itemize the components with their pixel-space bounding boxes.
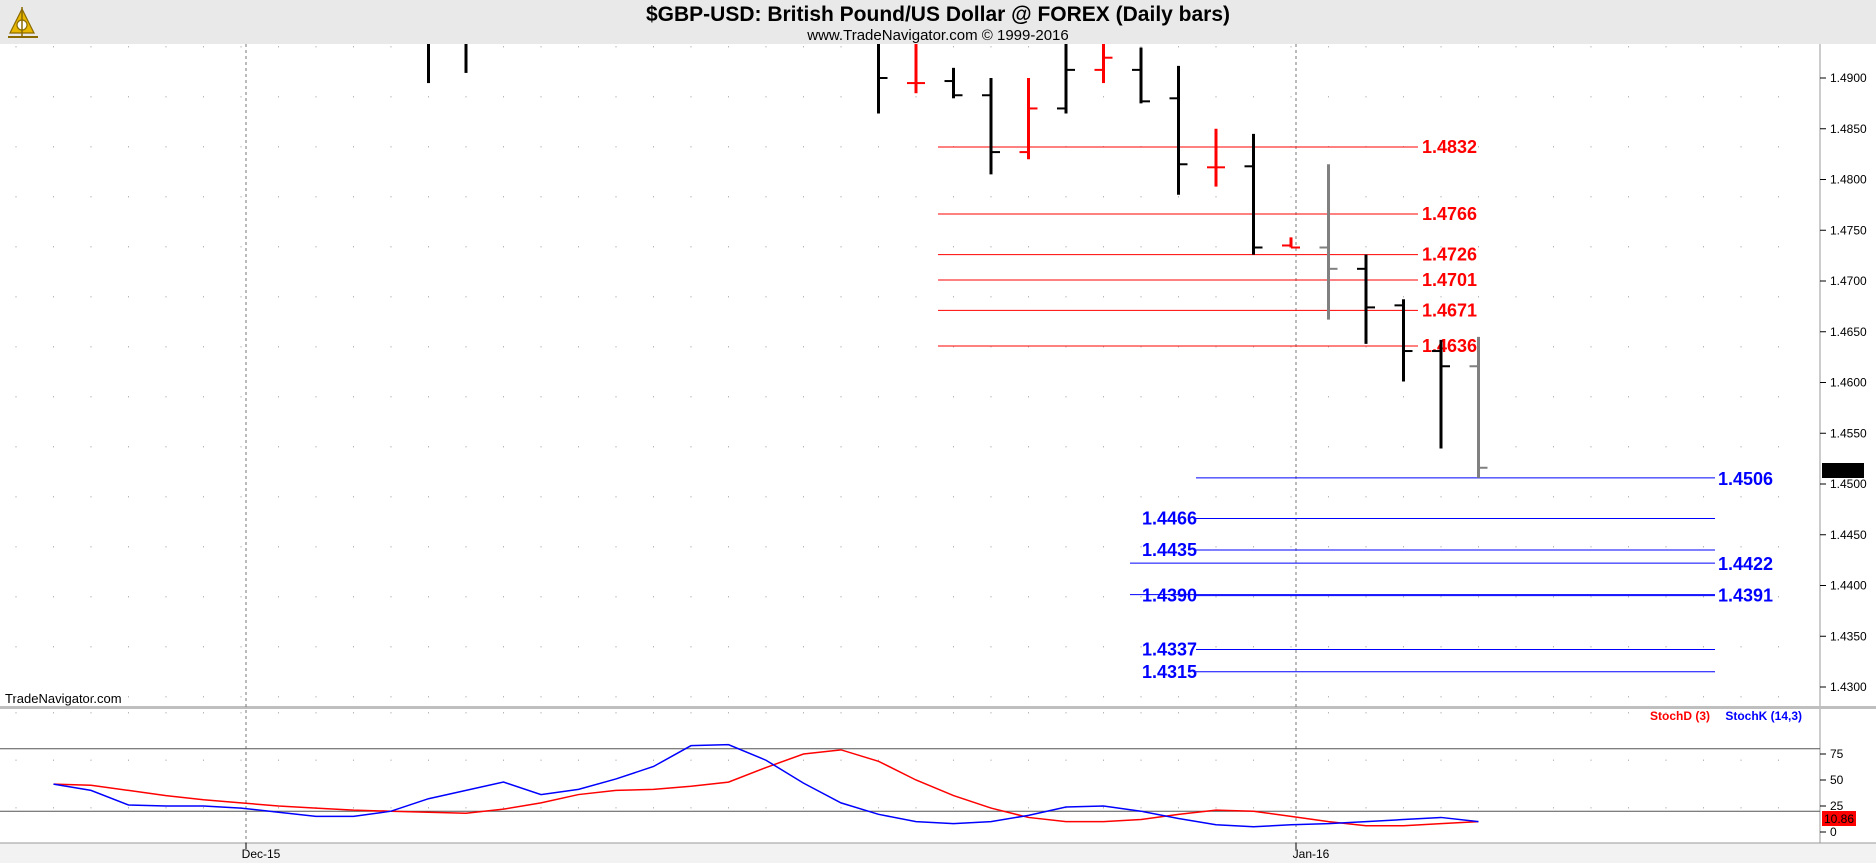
support-label-left: 1.4337 <box>1142 639 1197 659</box>
stoch-tick-label: 75 <box>1830 747 1844 761</box>
watermark-text: TradeNavigator.com <box>5 691 122 706</box>
support-label-left: 1.4435 <box>1142 540 1197 560</box>
support-label-left: 1.4390 <box>1142 586 1197 606</box>
resistance-label: 1.4726 <box>1422 245 1477 265</box>
price-tick-label: 1.4900 <box>1830 71 1867 85</box>
price-tick-label: 1.4450 <box>1830 528 1867 542</box>
legend-stoch-d: StochD (3) <box>1650 709 1710 723</box>
chart-subtitle: www.TradeNavigator.com © 1999-2016 <box>806 27 1068 44</box>
stoch-tick-label: 0 <box>1830 825 1837 839</box>
price-tick-label: 1.4550 <box>1830 426 1867 440</box>
price-tick-label: 1.4350 <box>1830 629 1867 643</box>
stoch-k-line <box>53 743 1479 828</box>
support-label-left: 1.4315 <box>1142 662 1197 682</box>
legend-stoch-k: StochK (14,3) <box>1725 709 1802 723</box>
pane-separator <box>0 706 1876 709</box>
stoch-last-value: 10.86 <box>1824 812 1854 826</box>
axis-layer: Dec-15 Jan-16 1.4900 1.4850 1.4800 1.4750 1.47… <box>242 71 1867 861</box>
resistance-label: 1.4701 <box>1422 270 1477 290</box>
date-tick-label: Jan-16 <box>1293 847 1330 861</box>
stoch-tick-label: 50 <box>1830 773 1844 787</box>
support-label-left: 1.4466 <box>1142 509 1197 529</box>
last-price-badge <box>1822 463 1864 478</box>
grid-layer <box>15 44 1779 843</box>
resistance-label: 1.4636 <box>1422 336 1477 356</box>
stoch-layer <box>0 743 1820 828</box>
price-tick-label: 1.4400 <box>1830 579 1867 593</box>
support-label-right: 1.4391 <box>1718 586 1773 606</box>
last-price-value: 1.4516 <box>1825 464 1862 478</box>
sextant-logo-icon <box>8 7 38 38</box>
resistance-label: 1.4671 <box>1422 300 1477 320</box>
price-tick-label: 1.4300 <box>1830 680 1867 694</box>
date-axis-band <box>0 843 1876 863</box>
chart-title: $GBP-USD: British Pound/US Dollar @ FORE… <box>646 3 1230 26</box>
price-tick-label: 1.4850 <box>1830 122 1867 136</box>
price-tick-label: 1.4800 <box>1830 173 1867 187</box>
resistance-label: 1.4832 <box>1422 137 1477 157</box>
price-plot-area <box>0 44 1820 706</box>
stoch-last-badge <box>1822 811 1856 826</box>
resistance-label: 1.4766 <box>1422 204 1477 224</box>
level-layer: 1.4832 1.4766 1.4726 1.4701 1.4671 1.4636 1.45… <box>938 137 1773 682</box>
stoch-tick-label: 25 <box>1830 799 1844 813</box>
price-tick-label: 1.4500 <box>1830 477 1867 491</box>
price-tick-label: 1.4750 <box>1830 223 1867 237</box>
date-tick-label: Dec-15 <box>242 847 281 861</box>
bar-layer <box>427 44 1488 478</box>
price-tick-label: 1.4650 <box>1830 325 1867 339</box>
support-label-right: 1.4422 <box>1718 554 1773 574</box>
stoch-d-line <box>53 749 1479 827</box>
price-tick-label: 1.4600 <box>1830 376 1867 390</box>
support-label-right: 1.4506 <box>1718 469 1773 489</box>
price-tick-label: 1.4700 <box>1830 274 1867 288</box>
header-band <box>0 0 1876 44</box>
